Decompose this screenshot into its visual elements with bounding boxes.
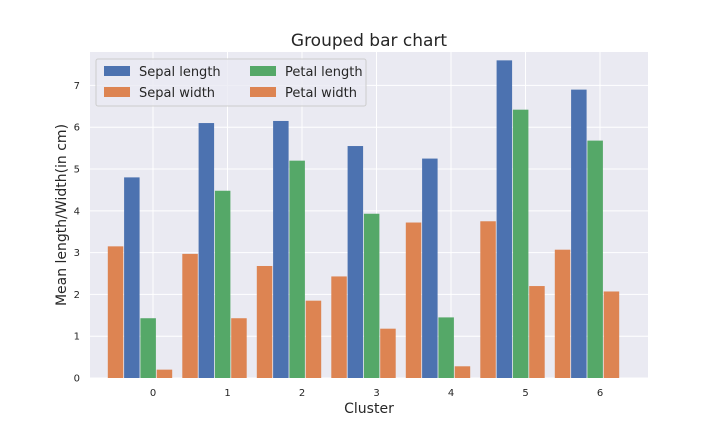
x-axis-label: Cluster <box>344 401 394 417</box>
y-tick-label: 1 <box>74 332 80 343</box>
bar-sepal-width <box>405 222 422 378</box>
chart-title: Grouped bar chart <box>291 31 448 51</box>
y-tick-labels: 0 1 2 3 4 5 6 7 <box>74 81 80 385</box>
bar-petal-width <box>529 286 545 378</box>
bar-sepal-length <box>347 146 364 378</box>
bar-petal-length <box>214 190 231 378</box>
x-tick-label: 1 <box>224 388 230 399</box>
legend-label: Petal width <box>285 86 357 101</box>
x-tick-label: 5 <box>522 388 528 399</box>
legend-label: Sepal width <box>139 86 215 101</box>
bar-petal-width <box>380 328 396 378</box>
legend-swatch <box>250 66 276 76</box>
legend: Sepal length Sepal width Petal length Petal… <box>95 58 367 107</box>
bar-petal-width <box>454 366 471 378</box>
bar-sepal-length <box>496 60 513 378</box>
legend-box <box>95 58 367 107</box>
legend-swatch <box>250 87 276 97</box>
bar-sepal-length <box>571 89 587 378</box>
legend-label: Petal length <box>285 65 363 80</box>
bar-sepal-width <box>554 249 571 378</box>
y-tick-label: 4 <box>74 206 80 217</box>
y-tick-label: 3 <box>74 248 80 259</box>
bar-sepal-length <box>124 177 140 378</box>
y-tick-label: 0 <box>74 374 80 385</box>
x-tick-label: 4 <box>448 388 454 399</box>
y-tick-label: 2 <box>74 290 80 301</box>
bar-petal-length <box>587 140 603 378</box>
x-tick-label: 3 <box>373 388 379 399</box>
legend-swatch <box>104 66 130 76</box>
y-tick-label: 5 <box>74 165 80 176</box>
bars <box>107 60 620 378</box>
x-tick-label: 0 <box>150 388 156 399</box>
bar-petal-width <box>603 291 620 378</box>
x-tick-label: 6 <box>597 388 603 399</box>
y-axis-label: Mean length/Width(in cm) <box>54 124 70 306</box>
bar-sepal-width <box>480 221 496 378</box>
bar-petal-width <box>231 318 247 378</box>
bar-petal-length <box>512 109 529 378</box>
legend-label: Sepal length <box>139 65 221 80</box>
bar-sepal-width <box>256 265 273 378</box>
bar-petal-length <box>438 317 454 378</box>
bar-sepal-width <box>182 253 198 378</box>
y-tick-label: 7 <box>74 81 80 92</box>
bar-petal-width <box>156 369 173 378</box>
y-tick-label: 6 <box>74 123 80 134</box>
bar-sepal-length <box>273 120 289 378</box>
legend-swatch <box>104 87 130 97</box>
bar-sepal-width <box>331 276 347 378</box>
bar-petal-length <box>289 160 305 378</box>
bar-petal-width <box>305 300 322 378</box>
bar-sepal-length <box>198 123 215 378</box>
bar-petal-length <box>363 213 380 378</box>
bar-sepal-length <box>422 158 438 378</box>
bar-petal-length <box>140 318 156 378</box>
bar-sepal-width <box>107 246 124 378</box>
x-tick-label: 2 <box>299 388 305 399</box>
x-tick-labels: 0 1 2 3 4 5 6 <box>150 388 603 399</box>
